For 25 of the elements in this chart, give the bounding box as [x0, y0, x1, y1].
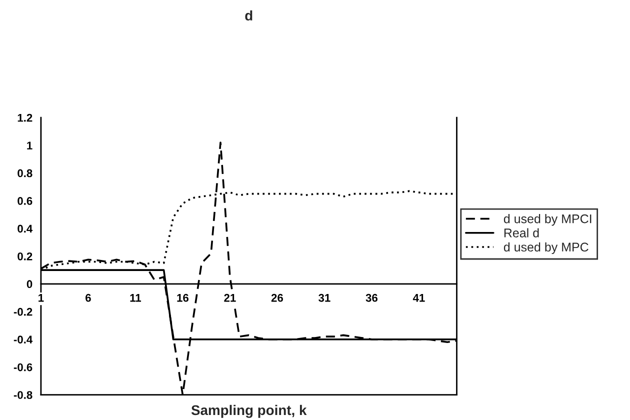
x-axis-title: Sampling point, k: [191, 404, 307, 418]
x-tick-label: 36: [366, 294, 378, 302]
y-tick-label: 0: [26, 280, 32, 288]
y-tick-label: 0.4: [18, 224, 33, 233]
y-tick-label: -0.6: [14, 363, 32, 372]
x-tick-label: 21: [224, 294, 236, 302]
y-tick-label: 0.2: [18, 252, 32, 260]
legend-label: d used by MPC: [504, 242, 588, 254]
legend-label: d used by MPCI: [504, 214, 592, 226]
chart-title: d: [245, 10, 252, 21]
y-tick-label: -0.4: [14, 336, 33, 344]
x-tick-label: 31: [318, 294, 330, 302]
y-tick-label: 0.8: [18, 169, 32, 178]
x-tick-label: 6: [86, 294, 91, 302]
x-tick-label: 41: [412, 294, 425, 302]
legend-label: Real d: [504, 228, 539, 238]
x-tick-label: 26: [271, 294, 283, 302]
x-tick-label: 1: [38, 294, 44, 302]
x-tick-label: 16: [177, 294, 188, 302]
y-tick-label: -0.8: [14, 391, 32, 399]
y-tick-label: 1.2: [18, 114, 32, 122]
y-tick-label: 1: [27, 142, 32, 150]
x-tick-label: 11: [130, 294, 142, 302]
y-tick-label: 0.6: [18, 197, 32, 205]
y-tick-label: -0.2: [14, 308, 32, 316]
